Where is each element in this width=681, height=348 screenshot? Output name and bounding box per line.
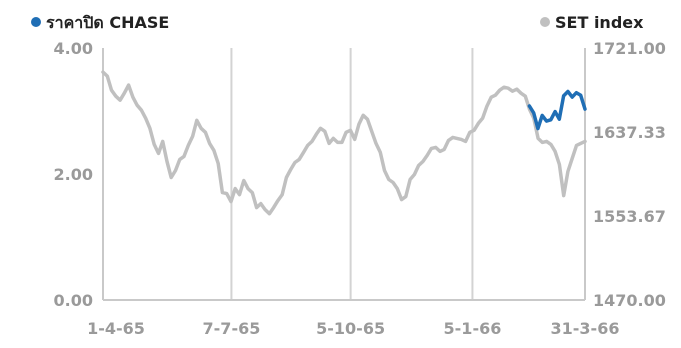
- vertical-gridlines: [230, 48, 474, 300]
- x-tick-label: 1-4-65: [87, 319, 145, 338]
- right-tick-label: 1721.00: [593, 39, 666, 58]
- series-lines: [101, 70, 587, 216]
- axes: [102, 48, 586, 301]
- legend: ราคาปิด CHASE SET index: [31, 13, 644, 32]
- x-tick-label: 7-7-65: [203, 319, 261, 338]
- left-tick-label: 0.00: [54, 291, 93, 310]
- left-tick-label: 2.00: [54, 165, 93, 184]
- right-tick-label: 1553.67: [593, 207, 666, 226]
- right-tick-label: 1637.33: [593, 123, 666, 142]
- right-axis-ticks: 1470.00 1553.67 1637.33 1721.00: [593, 39, 666, 310]
- x-axis-ticks: 1-4-65 7-7-65 5-10-65 5-1-66 31-3-66: [87, 319, 619, 338]
- series-line-set-index: [101, 70, 587, 216]
- x-tick-label: 31-3-66: [551, 319, 620, 338]
- left-tick-label: 4.00: [54, 39, 93, 58]
- x-tick-label: 5-10-65: [316, 319, 385, 338]
- left-axis-ticks: 0.00 2.00 4.00: [54, 39, 93, 310]
- legend-label-set: SET index: [555, 13, 644, 32]
- x-tick-label: 5-1-66: [444, 319, 502, 338]
- right-tick-label: 1470.00: [593, 291, 666, 310]
- series-line-chase: [527, 89, 587, 131]
- legend-marker-set: [540, 17, 550, 27]
- legend-marker-chase: [31, 17, 41, 27]
- legend-label-chase: ราคาปิด CHASE: [46, 13, 169, 32]
